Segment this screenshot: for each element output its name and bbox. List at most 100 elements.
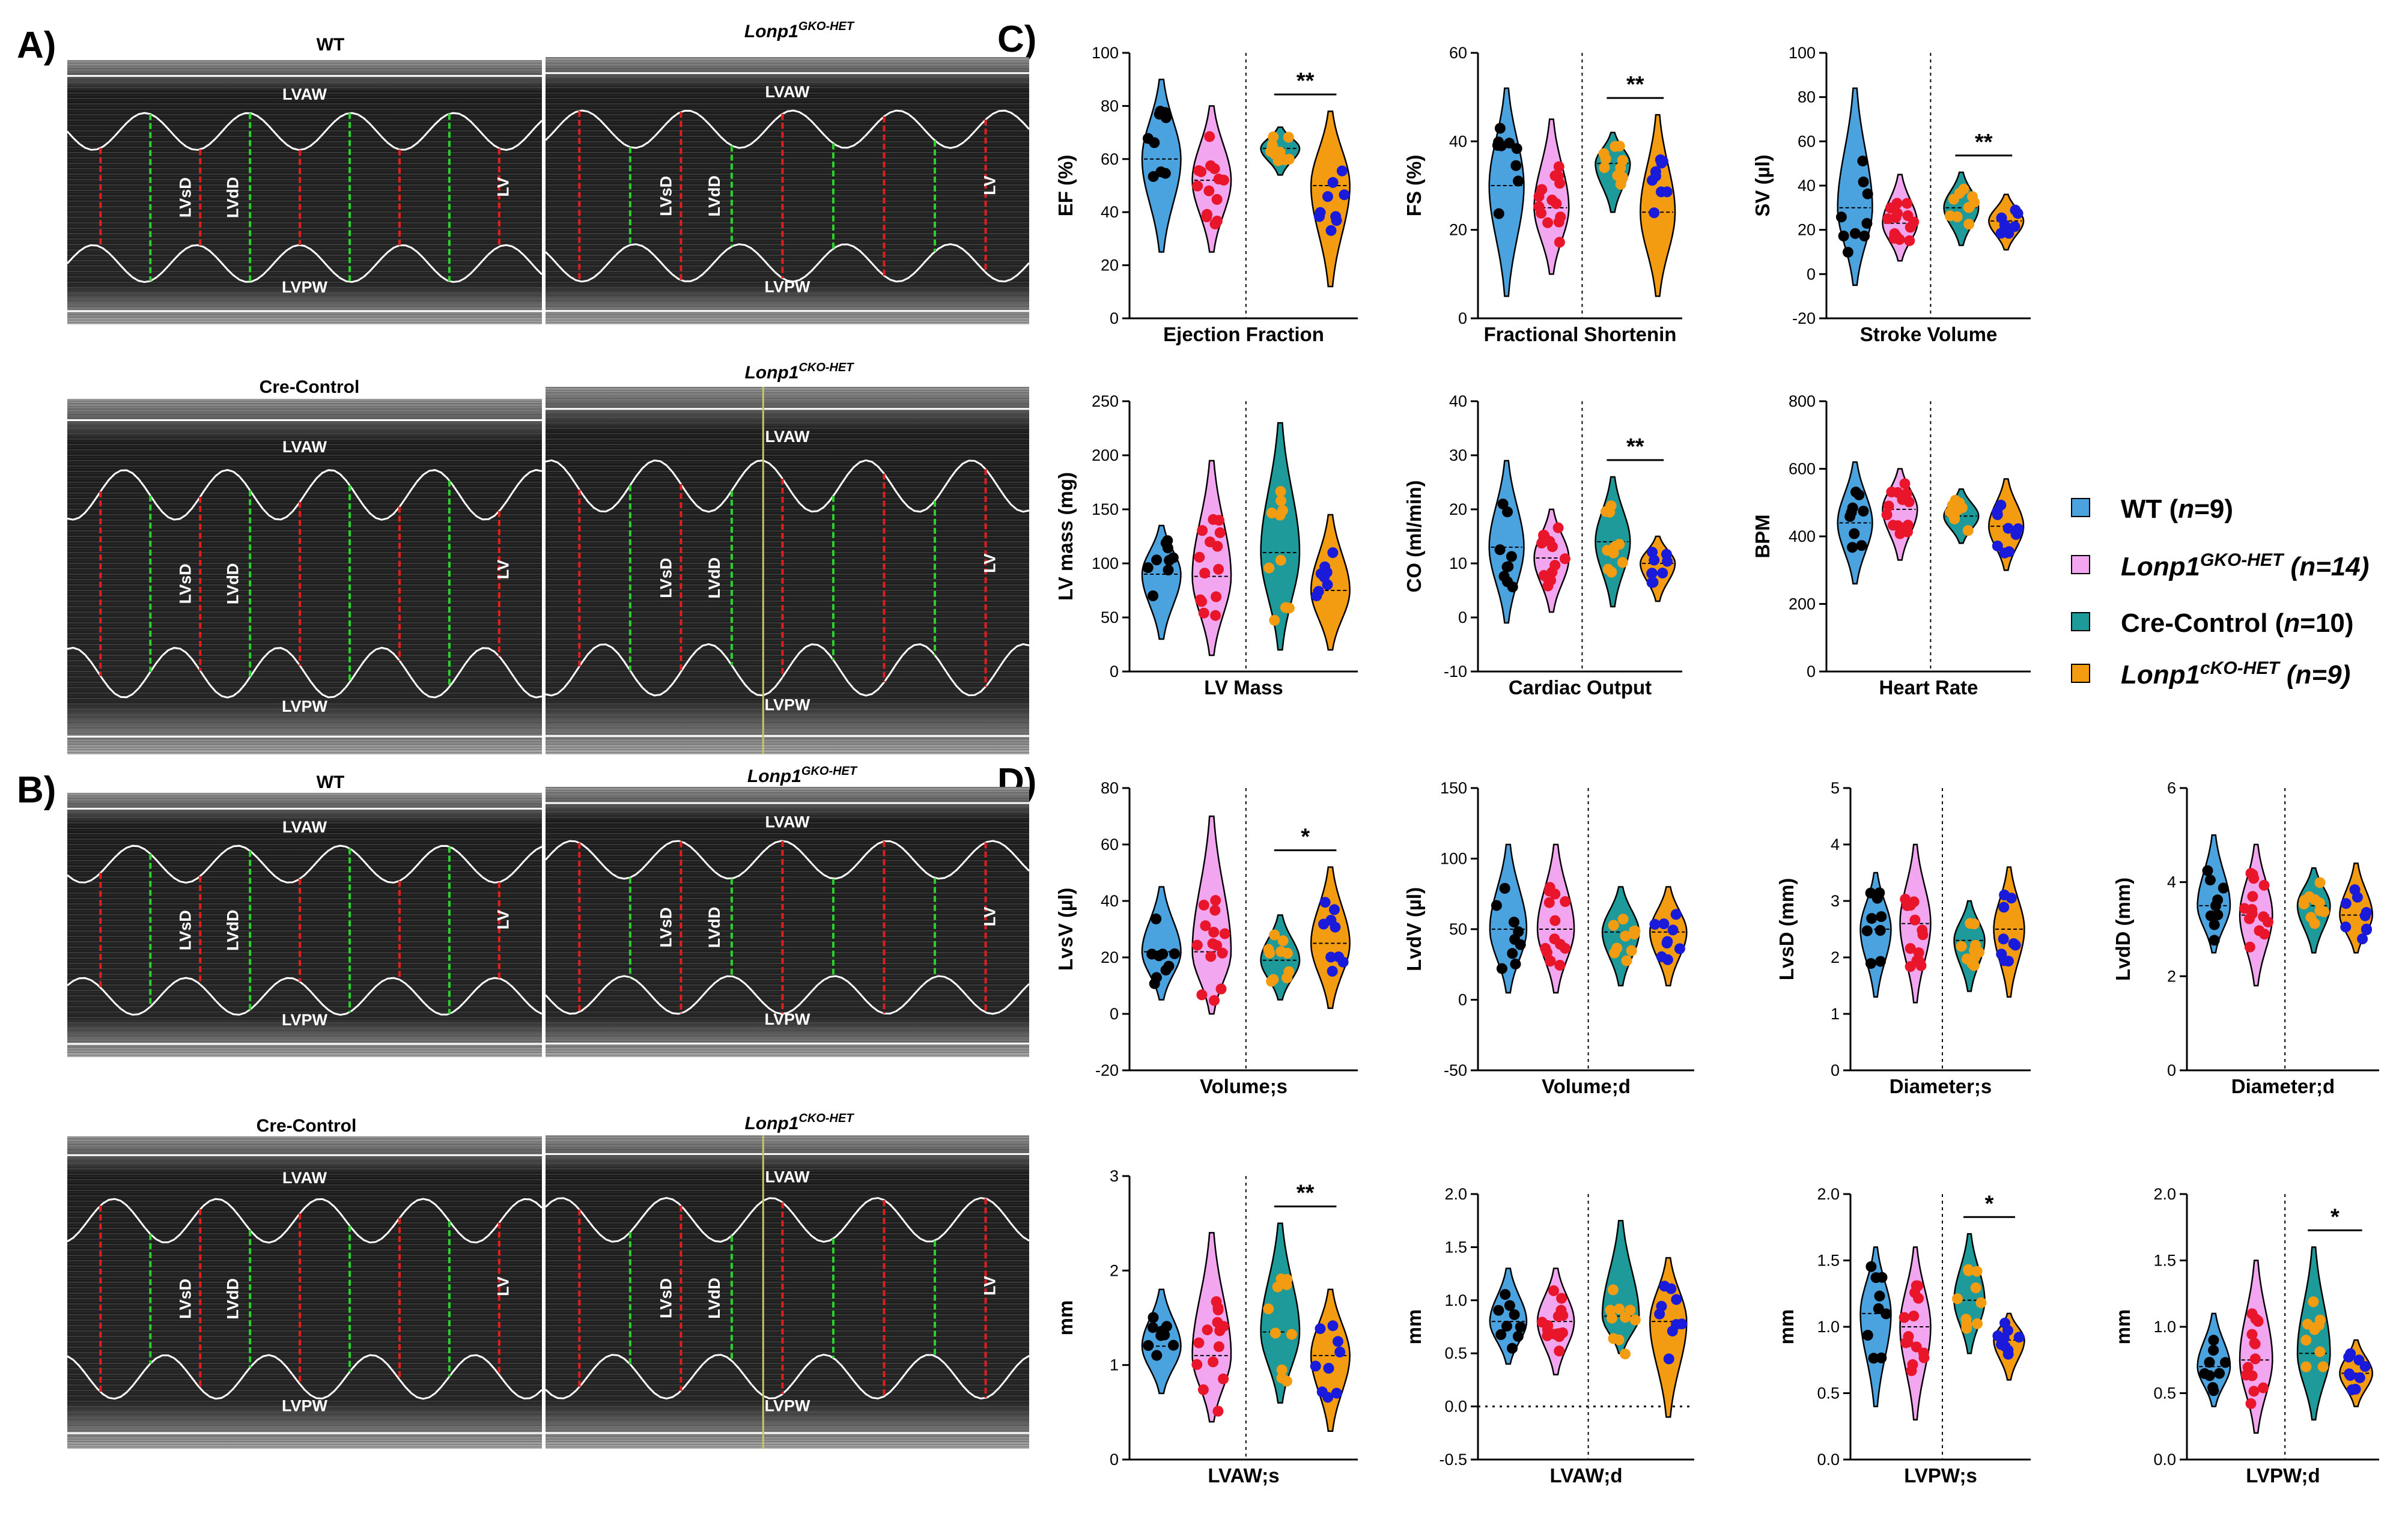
violin-series (1882, 174, 1920, 262)
violin-body (1141, 886, 1182, 1001)
data-point (1857, 156, 1868, 167)
chart-title: LVPW;d (2246, 1464, 2320, 1487)
y-tick-label: 0.0 (1444, 1398, 1467, 1416)
data-point (1325, 951, 1337, 963)
data-point (1493, 208, 1504, 219)
data-point (1650, 166, 1661, 177)
mmode-label: LVAW (765, 428, 810, 446)
data-point (1969, 951, 1981, 963)
violin-series (2197, 1312, 2231, 1407)
data-point (1600, 153, 1611, 165)
data-point (1554, 1345, 1565, 1357)
data-point (1263, 1303, 1274, 1315)
data-point (1908, 216, 1920, 228)
data-point (2244, 913, 2255, 924)
y-tick-label: 1.0 (2153, 1318, 2176, 1336)
chart-title: Volume;s (1200, 1075, 1288, 1097)
data-point (1904, 235, 1915, 246)
chart-title: LVAW;s (1208, 1464, 1279, 1487)
data-point (1903, 496, 1915, 508)
data-point (1279, 154, 1291, 165)
data-point (2249, 1353, 2261, 1365)
data-point (1560, 896, 1571, 907)
data-point (1543, 897, 1555, 908)
data-point (1944, 210, 1956, 222)
data-point (1215, 983, 1227, 995)
violin-series (1310, 866, 1351, 1009)
data-point (1559, 553, 1570, 565)
data-point (1146, 948, 1158, 960)
violin-series (1489, 1267, 1528, 1365)
y-tick-label: 150 (1092, 500, 1119, 518)
data-point (1998, 1332, 2010, 1344)
data-point (2208, 1345, 2219, 1356)
data-point (1874, 1290, 1885, 1302)
data-point (1996, 948, 2007, 960)
mmode-label: LVAW (282, 1169, 327, 1187)
data-point (2248, 1386, 2260, 1397)
data-point (1556, 1293, 1567, 1304)
data-point (1148, 590, 1159, 601)
data-point (1208, 927, 1220, 938)
data-point (2013, 523, 2024, 535)
data-point (2305, 912, 2317, 923)
y-tick-label: 0 (1807, 663, 1816, 681)
data-point (1210, 895, 1221, 906)
panel-label-b: B) (17, 769, 56, 811)
y-tick-label: 2.0 (1817, 1185, 1840, 1203)
data-point (1861, 217, 1873, 229)
data-point (1676, 1318, 1688, 1330)
mmode-label: LVPW (765, 1010, 811, 1028)
y-axis-label: mm (1403, 1309, 1425, 1345)
mmode-label: LVdD (705, 557, 723, 599)
violin-series (1835, 87, 1873, 287)
y-tick-label: 0 (1110, 309, 1119, 327)
data-point (1204, 131, 1215, 142)
violin-chart: 0 20 40 60 80 100 EF (%) Ejection Fraction ** (1054, 44, 1358, 345)
data-point (1849, 528, 1860, 539)
y-tick-label: 30 (1449, 446, 1467, 464)
data-point (1214, 515, 1224, 526)
mmode-label: LVsD (657, 907, 675, 947)
violin-series (1952, 1233, 1987, 1354)
y-tick-label: 0 (1807, 265, 1816, 283)
echo-title-cko-b: Lonp1CKO-HET (744, 1112, 854, 1133)
y-tick-label: 40 (1798, 177, 1816, 195)
data-point (1275, 946, 1287, 957)
violin-chart: 0 2 4 6 LvdD (mm) Diameter;d (2112, 779, 2379, 1097)
svg-text:WT (n=9): WT (n=9) (2121, 494, 2233, 524)
data-point (1501, 1320, 1512, 1332)
y-tick-label: 1.0 (1817, 1318, 1840, 1336)
y-tick-label: 1.5 (1817, 1252, 1840, 1270)
y-axis-label: mm (1054, 1300, 1077, 1336)
violin-chart: -20 0 20 40 60 80 100 SV (µl) Stroke Volume ** (1751, 44, 2031, 345)
data-point (1663, 1353, 1674, 1365)
y-tick-label: 50 (1101, 608, 1119, 626)
panel-label-a: A) (17, 25, 56, 66)
y-tick-label: -20 (1095, 1061, 1119, 1079)
mmode-label: LVsD (657, 1278, 675, 1318)
data-point (2308, 1296, 2319, 1308)
data-point (2300, 1361, 2312, 1372)
mmode-label: LV (981, 175, 999, 195)
data-point (1148, 1312, 1159, 1323)
violin-series (1141, 1288, 1182, 1395)
mmode-label: LVsD (176, 910, 194, 950)
mmode-label: LVPW (282, 1397, 328, 1415)
data-point (1269, 148, 1280, 160)
data-point (1269, 1327, 1281, 1339)
data-point (1859, 230, 1870, 241)
data-point (1286, 1329, 1297, 1340)
data-point (1336, 165, 1348, 177)
y-tick-label: 2.0 (1444, 1185, 1467, 1203)
data-point (1998, 933, 2009, 945)
anterior-wall-trace (66, 112, 543, 151)
data-point (2317, 1361, 2329, 1372)
data-point (1886, 487, 1897, 498)
data-point (1268, 131, 1279, 142)
data-point (1905, 961, 1916, 972)
data-point (1607, 1284, 1619, 1296)
violin-series (2339, 1339, 2374, 1407)
data-point (1211, 591, 1222, 602)
y-axis-label: LvdV (µl) (1403, 887, 1425, 971)
